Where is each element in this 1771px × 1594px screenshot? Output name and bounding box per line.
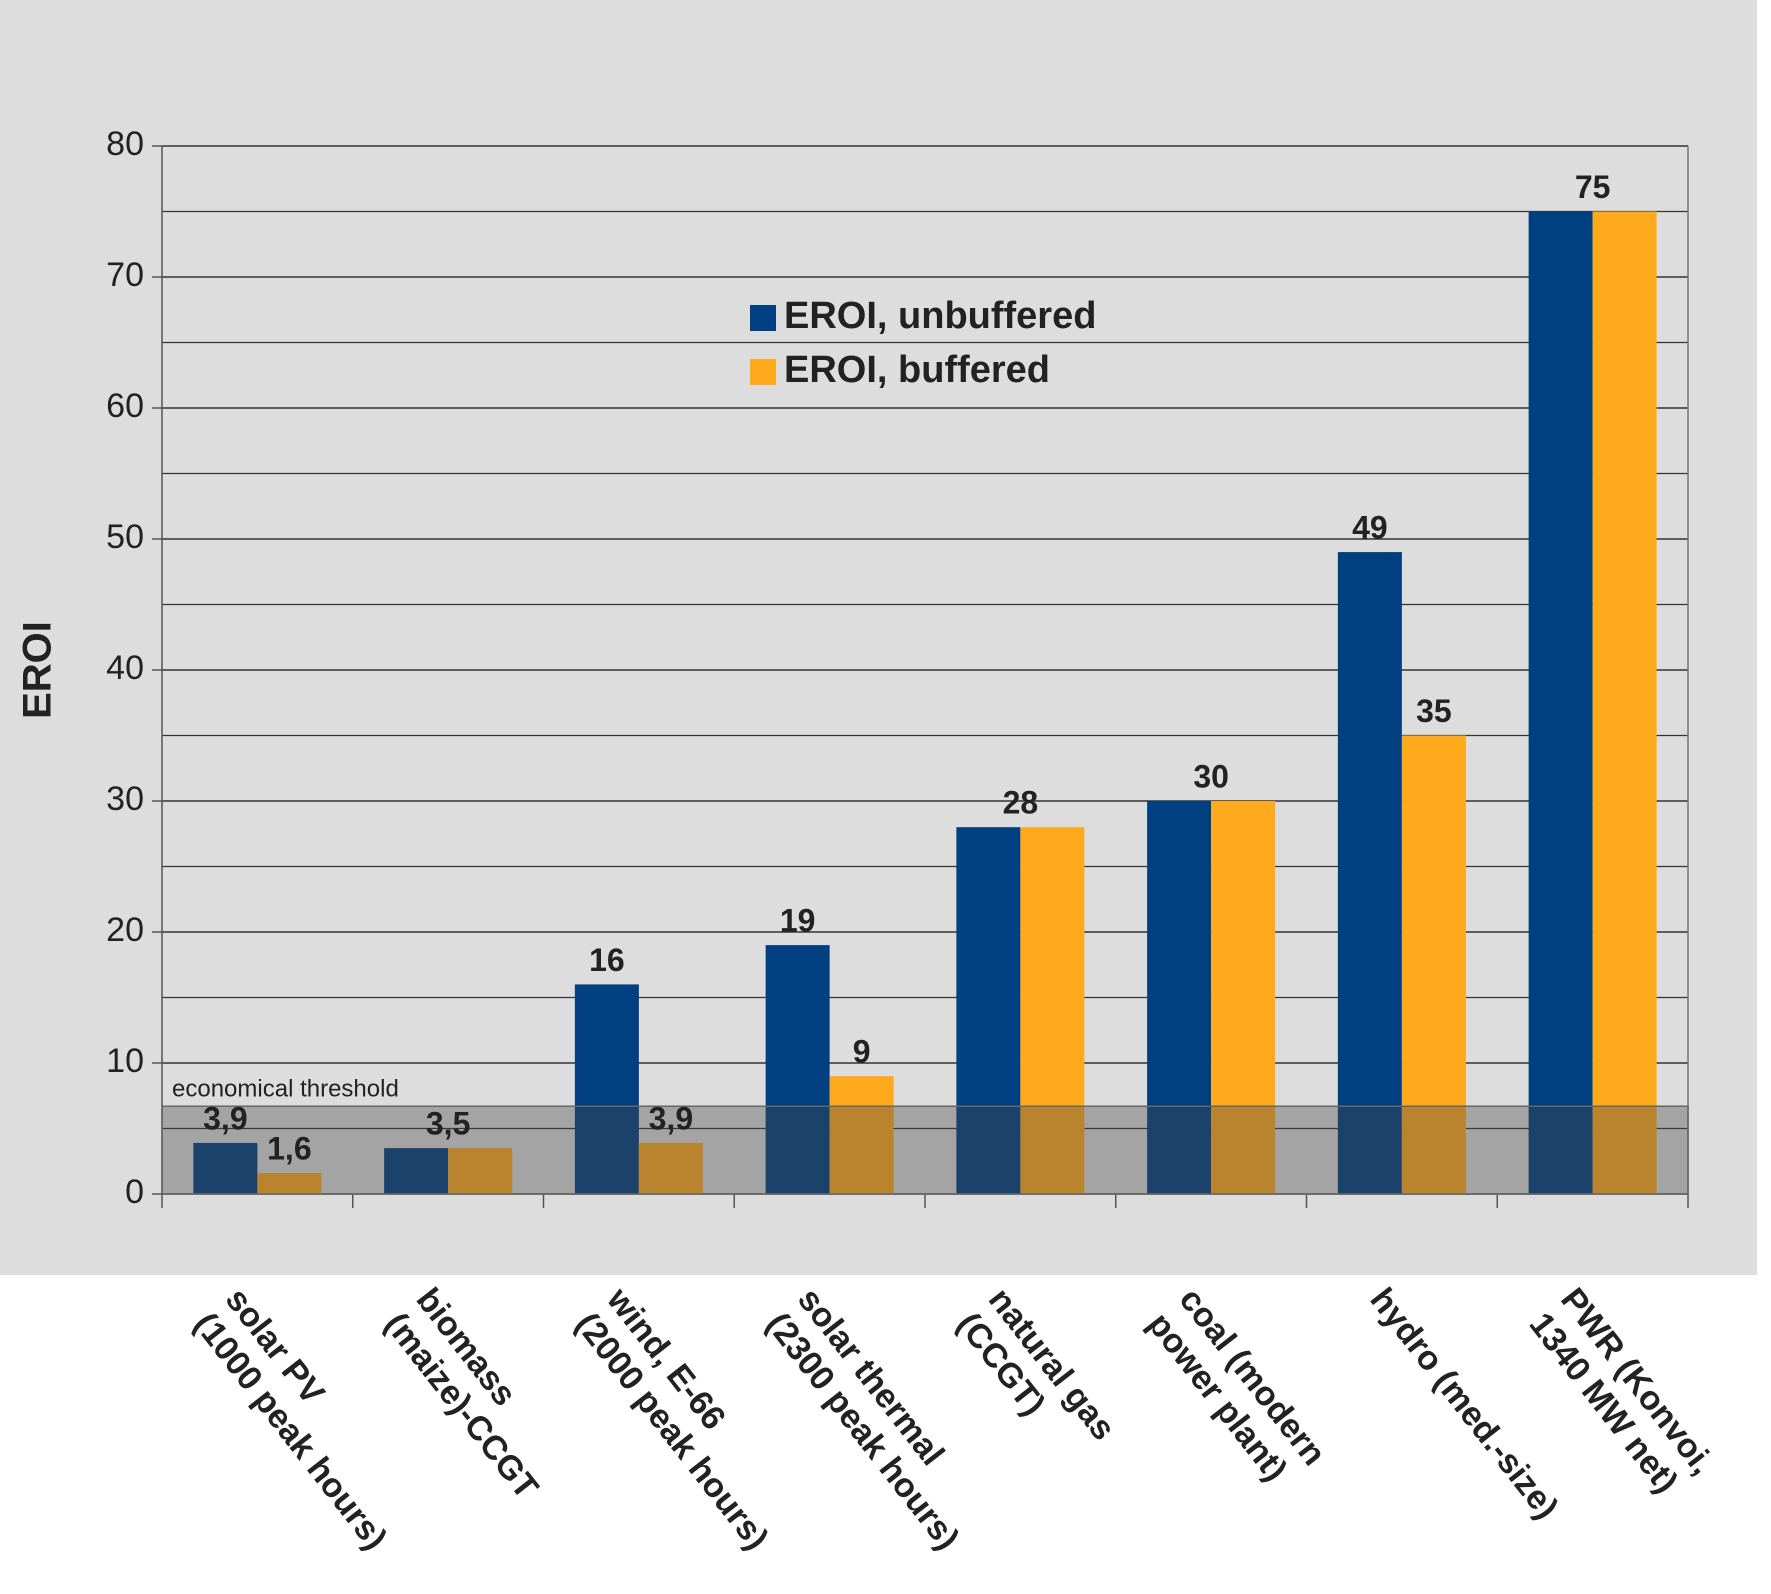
x-tick-label: biomass(maize)-CCGT (377, 1281, 577, 1506)
legend-swatch (750, 359, 776, 385)
data-label: 28 (1003, 785, 1039, 821)
y-tick-label: 0 (125, 1173, 144, 1211)
bar (1147, 801, 1212, 1194)
bar (1020, 827, 1085, 1194)
y-tick-label: 60 (106, 387, 144, 425)
bar (1211, 801, 1276, 1194)
bar (765, 945, 830, 1194)
threshold-band (161, 1105, 1689, 1195)
y-tick-label: 20 (106, 911, 144, 949)
y-tick-label: 10 (106, 1042, 144, 1080)
data-label: 16 (589, 942, 625, 978)
bar (1337, 552, 1402, 1194)
bar (1401, 735, 1466, 1194)
bar (638, 1142, 703, 1194)
x-tick-label: natural gas(CCGT) (949, 1281, 1122, 1472)
data-label: 19 (780, 903, 816, 939)
y-tick-label: 80 (106, 125, 144, 163)
threshold-label: economical threshold (172, 1076, 399, 1103)
legend-label: EROI, unbuffered (784, 295, 1096, 337)
y-tick-label: 50 (106, 518, 144, 556)
bar (257, 1173, 322, 1194)
y-axis-label: EROI (16, 621, 60, 719)
bar (384, 1148, 449, 1194)
data-label: 49 (1352, 510, 1388, 546)
y-tick-label: 40 (106, 649, 144, 687)
data-label: 1,6 (267, 1130, 311, 1166)
legend-swatch (750, 305, 776, 331)
bar (1592, 211, 1657, 1194)
y-tick-label: 30 (106, 780, 144, 818)
y-tick-label: 70 (106, 256, 144, 294)
bar (574, 984, 639, 1194)
data-label: 3,9 (203, 1100, 247, 1136)
data-label: 3,9 (649, 1100, 693, 1136)
bar (448, 1148, 513, 1194)
data-label: 30 (1193, 758, 1229, 794)
x-tick-label: coal (modernpower plant) (1140, 1281, 1333, 1497)
data-label: 75 (1575, 169, 1611, 205)
data-label: 9 (853, 1034, 871, 1070)
bar (1528, 211, 1593, 1194)
bar (956, 827, 1021, 1194)
x-tick-label: PWR (Konvoi,1340 MW net) (1522, 1281, 1722, 1506)
data-label: 3,5 (426, 1106, 470, 1142)
bar (829, 1076, 894, 1194)
legend-label: EROI, buffered (784, 349, 1050, 391)
data-label: 35 (1416, 693, 1452, 729)
bar (193, 1142, 258, 1194)
